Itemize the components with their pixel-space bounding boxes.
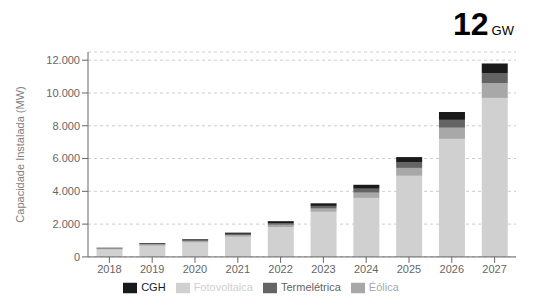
svg-text:2022: 2022 xyxy=(268,263,292,275)
svg-text:2025: 2025 xyxy=(397,263,421,275)
svg-text:0: 0 xyxy=(74,251,80,263)
svg-text:2021: 2021 xyxy=(226,263,250,275)
svg-text:2024: 2024 xyxy=(354,263,378,275)
svg-text:10.000: 10.000 xyxy=(46,87,80,99)
svg-text:2018: 2018 xyxy=(97,263,121,275)
svg-text:4.000: 4.000 xyxy=(52,185,80,197)
svg-text:Capacidade Instalada (MW): Capacidade Instalada (MW) xyxy=(14,86,26,222)
svg-text:2019: 2019 xyxy=(140,263,164,275)
html-text:GW: GW xyxy=(491,23,514,38)
svg-text:8.000: 8.000 xyxy=(52,120,80,132)
html-text:12: 12 xyxy=(453,6,489,42)
svg-text:2026: 2026 xyxy=(440,263,464,275)
svg-text:6.000: 6.000 xyxy=(52,152,80,164)
html-text:Termelétrica: Termelétrica xyxy=(280,280,341,293)
svg-text:2023: 2023 xyxy=(311,263,335,275)
svg-text:12.000: 12.000 xyxy=(46,54,80,66)
html-text:CGH: CGH xyxy=(141,280,166,293)
svg-text:2027: 2027 xyxy=(482,263,506,275)
html-text:Fotovoltaica: Fotovoltaica xyxy=(193,280,253,293)
svg-text:2.000: 2.000 xyxy=(52,218,80,230)
html-text:Éólica: Éólica xyxy=(368,280,399,293)
svg-text:2020: 2020 xyxy=(183,263,207,275)
